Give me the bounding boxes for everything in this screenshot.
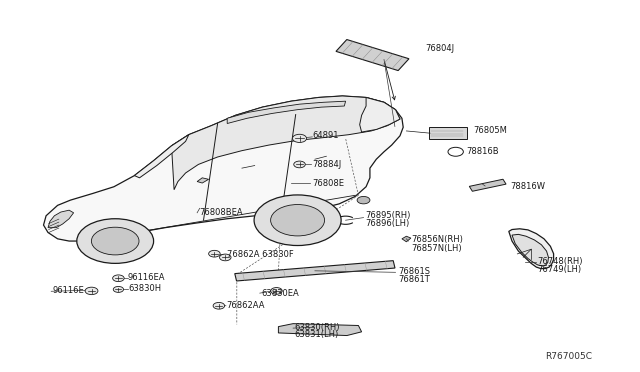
Polygon shape	[197, 178, 209, 183]
Circle shape	[254, 195, 341, 246]
Circle shape	[292, 134, 307, 142]
Circle shape	[85, 287, 98, 295]
Text: 96116E: 96116E	[52, 286, 84, 295]
Text: 63830H: 63830H	[128, 284, 161, 293]
Text: 63830EA: 63830EA	[261, 289, 299, 298]
Polygon shape	[360, 97, 400, 132]
Text: R767005C: R767005C	[545, 352, 592, 361]
Text: 63831(LH): 63831(LH)	[294, 330, 339, 339]
Polygon shape	[134, 135, 189, 178]
Text: 76861T: 76861T	[398, 275, 430, 283]
Circle shape	[271, 288, 282, 294]
Circle shape	[271, 205, 324, 236]
Text: 76748(RH): 76748(RH)	[538, 257, 583, 266]
Circle shape	[213, 302, 225, 309]
Text: 76862A 63830F: 76862A 63830F	[227, 250, 294, 259]
Polygon shape	[512, 234, 548, 266]
Text: 76804J: 76804J	[426, 44, 455, 53]
Text: 76862AA: 76862AA	[226, 301, 264, 310]
Polygon shape	[402, 236, 411, 242]
Text: 63830(RH): 63830(RH)	[294, 323, 340, 332]
Circle shape	[294, 161, 305, 168]
Polygon shape	[44, 96, 403, 241]
Text: 76857N(LH): 76857N(LH)	[411, 244, 461, 253]
Polygon shape	[336, 39, 409, 71]
Text: 76749(LH): 76749(LH)	[538, 265, 582, 274]
Circle shape	[220, 254, 231, 261]
Circle shape	[92, 227, 139, 255]
Circle shape	[113, 275, 124, 282]
Circle shape	[113, 286, 124, 292]
Polygon shape	[235, 261, 395, 281]
Text: 78816W: 78816W	[511, 182, 546, 190]
Polygon shape	[509, 229, 554, 269]
Circle shape	[77, 219, 154, 263]
Polygon shape	[469, 179, 506, 191]
Text: 76856N(RH): 76856N(RH)	[411, 235, 463, 244]
Text: 96116EA: 96116EA	[128, 273, 166, 282]
Text: 78884J: 78884J	[312, 160, 342, 169]
Polygon shape	[227, 101, 346, 124]
Text: 76805M: 76805M	[474, 126, 508, 135]
Text: 76895(RH): 76895(RH)	[365, 211, 410, 220]
FancyBboxPatch shape	[429, 127, 467, 139]
Text: 78816B: 78816B	[466, 147, 499, 156]
Text: 76861S: 76861S	[398, 267, 430, 276]
Text: 76896(LH): 76896(LH)	[365, 219, 409, 228]
Circle shape	[357, 196, 370, 204]
Polygon shape	[172, 96, 400, 190]
Text: 64891: 64891	[312, 131, 339, 140]
Polygon shape	[48, 210, 74, 228]
Polygon shape	[278, 324, 362, 336]
Circle shape	[209, 250, 220, 257]
Text: 76808BEA: 76808BEA	[200, 208, 243, 217]
Text: 76808E: 76808E	[312, 179, 344, 187]
